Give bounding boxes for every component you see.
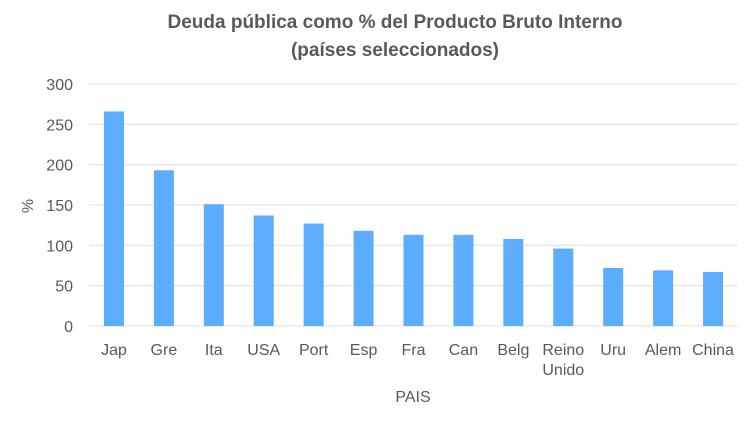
x-tick-label: Belg: [497, 342, 529, 359]
y-tick-label: 200: [46, 158, 73, 175]
x-tick-label: Uru: [600, 342, 626, 359]
y-tick-label: 0: [64, 319, 73, 336]
x-tick-label: Port: [299, 342, 329, 359]
bar-reino-unido: [553, 248, 574, 326]
x-tick-label: Reino Unido: [542, 342, 584, 379]
chart-title-line-1: Deuda pública como % del Producto Bruto …: [168, 12, 623, 33]
bar-gre: [153, 170, 174, 326]
y-tick-label: 250: [46, 117, 73, 134]
y-axis-label: %: [20, 199, 37, 213]
bar-ita: [203, 204, 224, 326]
bar-uru: [603, 267, 624, 326]
x-tick-label: Ita: [205, 342, 223, 359]
bar-usa: [253, 215, 274, 326]
x-tick-label: China: [692, 342, 734, 359]
bar-belg: [503, 238, 524, 326]
x-tick-label: Esp: [350, 342, 378, 359]
bar-alem: [653, 270, 674, 326]
y-tick-label: 150: [46, 198, 73, 215]
x-tick-label: Alem: [645, 342, 681, 359]
chart-title-line-2: (países seleccionados): [291, 40, 499, 61]
y-tick-label: 50: [55, 279, 73, 296]
x-tick-label: Fra: [402, 342, 426, 359]
x-tick-label: USA: [247, 342, 280, 359]
x-tick-label: Jap: [101, 342, 127, 359]
bar-fra: [403, 234, 424, 326]
x-tick-label: Can: [449, 342, 478, 359]
y-tick-label: 300: [46, 77, 73, 94]
bar-esp: [353, 230, 374, 326]
y-tick-label: 100: [46, 238, 73, 255]
bar-china: [703, 271, 724, 326]
x-axis-label: PAIS: [395, 389, 430, 406]
bar-jap: [103, 111, 124, 326]
bar-port: [303, 223, 324, 326]
x-tick-label: Gre: [151, 342, 178, 359]
bar-can: [453, 234, 474, 326]
